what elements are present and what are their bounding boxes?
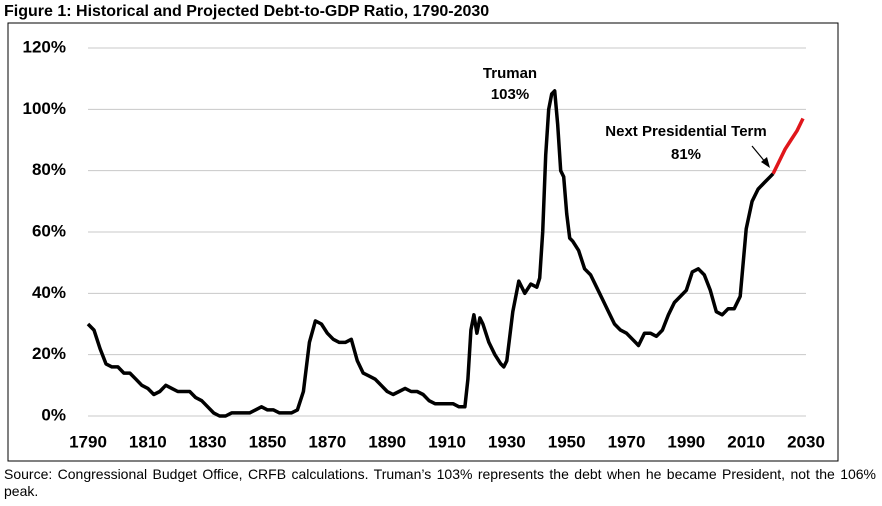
y-tick-label: 20% — [32, 344, 66, 363]
x-tick-label: 1950 — [548, 432, 586, 451]
x-tick-label: 1990 — [667, 432, 705, 451]
annotation: Next Presidential Term — [605, 123, 766, 140]
y-tick-label: 0% — [41, 405, 66, 424]
annotation: Truman — [483, 65, 537, 82]
x-tick-label: 2010 — [727, 432, 765, 451]
chart: Truman 103% Next Presidential Term 81% 0… — [7, 22, 839, 462]
y-tick-label: 100% — [23, 99, 66, 118]
y-tick-label: 60% — [32, 221, 66, 240]
annotation: 81% — [671, 146, 701, 163]
y-tick-label: 80% — [32, 160, 66, 179]
series-line — [86, 89, 775, 418]
x-tick-label: 1970 — [608, 432, 646, 451]
x-tick-label: 1890 — [368, 432, 406, 451]
x-tick-label: 1910 — [428, 432, 466, 451]
annotation: 103% — [491, 86, 529, 103]
source-note: Source: Congressional Budget Office, CRF… — [4, 466, 876, 499]
x-tick-label: 2030 — [787, 432, 825, 451]
annotation-arrowhead — [761, 157, 770, 168]
x-tick-label: 1810 — [129, 432, 167, 451]
x-tick-label: 1830 — [189, 432, 227, 451]
series-line — [771, 117, 805, 175]
x-tick-label: 1870 — [308, 432, 346, 451]
x-tick-label: 1930 — [488, 432, 526, 451]
y-tick-label: 120% — [23, 37, 66, 56]
x-tick-label: 1790 — [69, 432, 107, 451]
y-tick-label: 40% — [32, 283, 66, 302]
chart-title: Figure 1: Historical and Projected Debt-… — [4, 3, 490, 20]
chart-frame — [7, 22, 839, 462]
x-tick-label: 1850 — [249, 432, 287, 451]
